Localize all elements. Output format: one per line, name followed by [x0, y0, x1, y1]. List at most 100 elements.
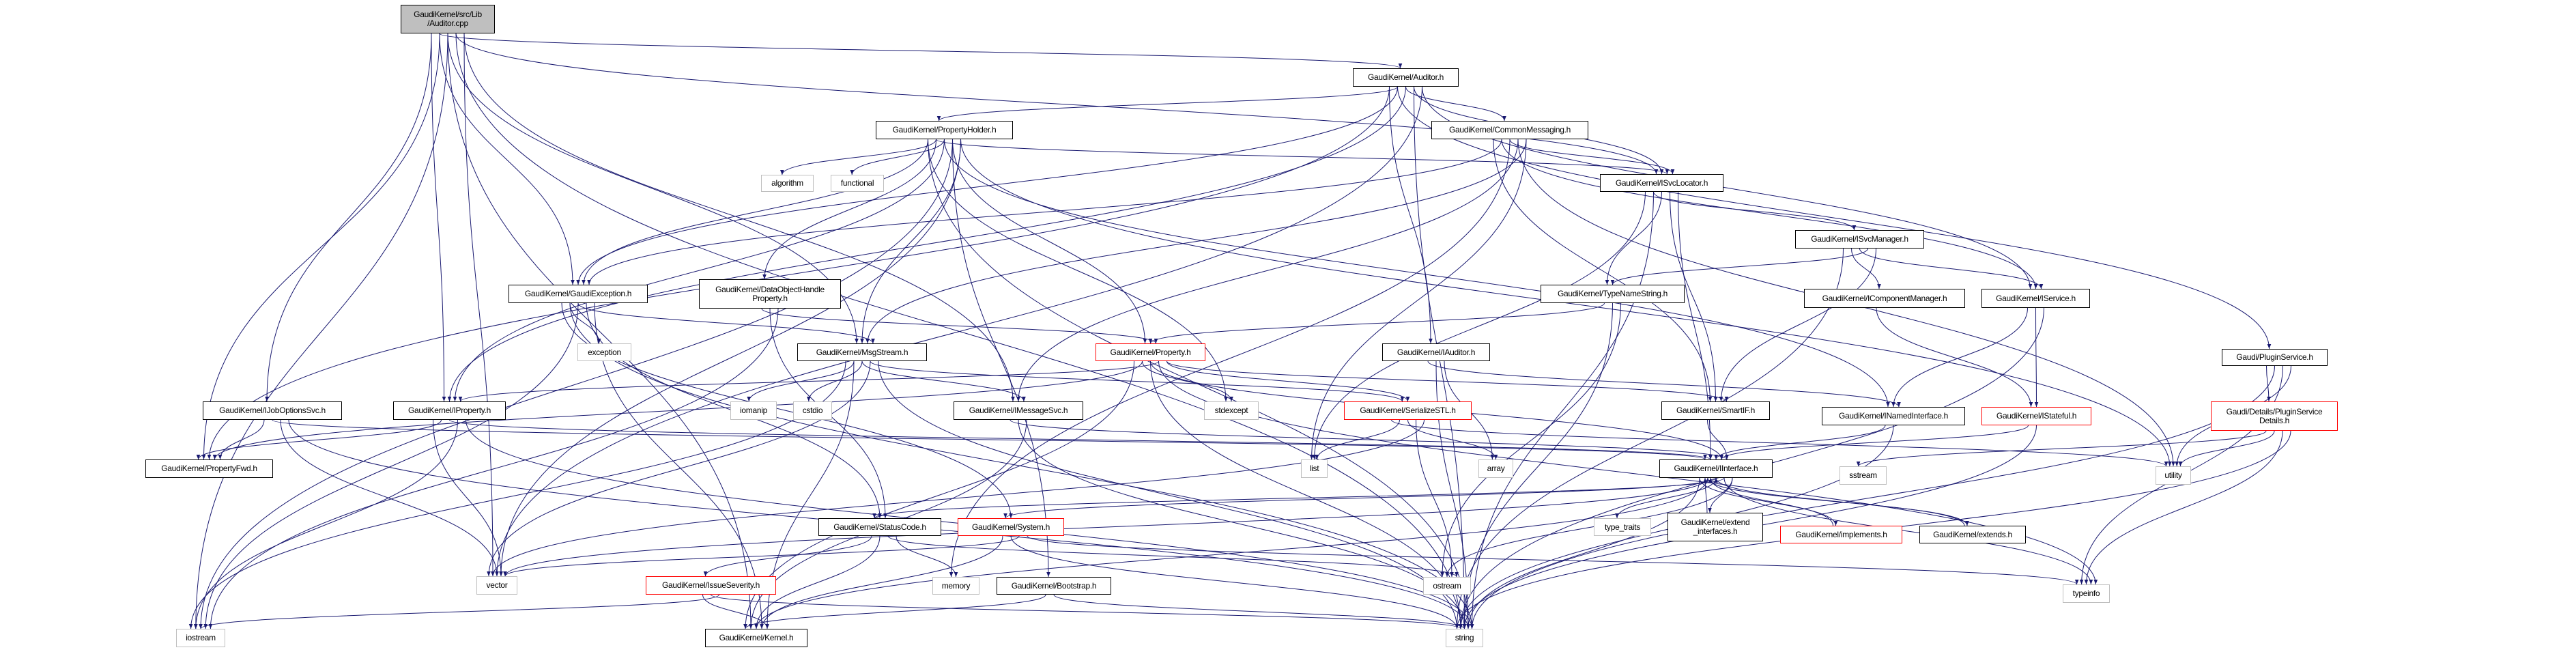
- edge-property-to-stdexcept: [1142, 360, 1233, 402]
- node-iostream[interactable]: iostream: [176, 629, 225, 647]
- node-iproperty[interactable]: GaudiKernel/IProperty.h: [393, 401, 506, 420]
- node-cstdio[interactable]: cstdio: [793, 401, 832, 420]
- edge-cpp-to-isvclocator: [455, 33, 1659, 175]
- node-serialize[interactable]: GaudiKernel/SerializeSTL.h: [1344, 401, 1472, 420]
- node-gaudiexc[interactable]: GaudiKernel/GaudiException.h: [509, 285, 648, 303]
- edge-property-to-iproperty: [458, 360, 1159, 402]
- edge-commonmsg-to-msgstream: [865, 139, 1527, 344]
- node-label: functional: [840, 178, 874, 188]
- node-iinterface[interactable]: GaudiKernel/IInterface.h: [1659, 459, 1773, 478]
- node-dohp[interactable]: GaudiKernel/DataObjectHandle Property.h: [699, 279, 841, 309]
- node-label: GaudiKernel/IProperty.h: [408, 406, 491, 415]
- node-msgstream[interactable]: GaudiKernel/MsgStream.h: [797, 343, 927, 361]
- node-isvclocator[interactable]: GaudiKernel/ISvcLocator.h: [1600, 174, 1723, 192]
- edge-iproperty-to-iinterface: [449, 419, 1713, 460]
- edge-msgstream-to-serialize: [870, 360, 1405, 402]
- node-memory[interactable]: memory: [932, 577, 979, 595]
- edge-msgstream-to-imsgsvc: [861, 360, 1026, 402]
- edge-auditor_h-to-iproperty: [447, 86, 1406, 402]
- node-cpp[interactable]: GaudiKernel/src/Lib /Auditor.cpp: [401, 5, 495, 33]
- node-pluginsvc[interactable]: Gaudi/PluginService.h: [2222, 349, 2328, 366]
- node-imsgsvc[interactable]: GaudiKernel/IMessageSvc.h: [954, 401, 1083, 420]
- edge-iproperty-to-vector: [433, 419, 503, 577]
- edge-ijobopt-to-iinterface: [272, 419, 1707, 460]
- node-stdexcept[interactable]: stdexcept: [1204, 401, 1259, 420]
- node-ostream[interactable]: ostream: [1423, 577, 1471, 595]
- edge-propholder-to-property: [952, 139, 1147, 344]
- node-smartif[interactable]: GaudiKernel/SmartIF.h: [1661, 401, 1770, 420]
- edge-isvcmanager-to-icompmgr: [1851, 248, 1881, 289]
- edge-bootstrap-to-kernel: [743, 594, 1046, 629]
- node-label: stdexcept: [1214, 406, 1248, 415]
- node-implements[interactable]: GaudiKernel/implements.h: [1780, 526, 1902, 543]
- edge-imsgsvc-to-iinterface: [1010, 419, 1729, 460]
- node-iauditor[interactable]: GaudiKernel/IAuditor.h: [1382, 343, 1490, 361]
- node-propholder[interactable]: GaudiKernel/PropertyHolder.h: [876, 121, 1013, 139]
- node-sstream[interactable]: sstream: [1840, 466, 1887, 485]
- node-label: sstream: [1849, 470, 1877, 480]
- node-label: GaudiKernel/IssueSeverity.h: [661, 580, 760, 590]
- edge-isvclocator-to-smartif: [1670, 191, 1718, 402]
- edge-iinterface-to-kernel: [754, 477, 1708, 629]
- edge-iinterface-to-typeinfo: [1723, 477, 2093, 585]
- edge-propholder-to-gaudiexc: [582, 139, 928, 285]
- edge-smartif-to-iinterface: [1707, 419, 1729, 460]
- node-exception[interactable]: exception: [577, 343, 631, 361]
- node-label: GaudiKernel/StatusCode.h: [833, 522, 926, 532]
- edge-commonmsg-to-list: [1309, 139, 1527, 460]
- node-statuscode[interactable]: GaudiKernel/StatusCode.h: [818, 518, 941, 536]
- edge-serialize-to-array: [1407, 419, 1498, 460]
- edge-iservice-to-istateful: [2034, 307, 2039, 408]
- node-label: GaudiKernel/Bootstrap.h: [1011, 580, 1097, 591]
- node-commonmsg[interactable]: GaudiKernel/CommonMessaging.h: [1431, 121, 1588, 139]
- node-extends[interactable]: GaudiKernel/extends.h: [1919, 526, 2026, 543]
- node-inamed[interactable]: GaudiKernel/INamedInterface.h: [1822, 407, 1965, 425]
- node-typetraits[interactable]: type_traits: [1594, 518, 1651, 536]
- edge-pluginsvc-to-psdetails: [2266, 365, 2271, 402]
- edge-iproperty-to-iostream: [194, 419, 458, 629]
- node-ijobopt[interactable]: GaudiKernel/IJobOptionsSvc.h: [203, 401, 342, 420]
- node-psdetails[interactable]: Gaudi/Details/PluginService Details.h: [2211, 401, 2338, 431]
- edge-typename-to-string: [1462, 302, 1613, 629]
- edge-cpp-to-string: [455, 33, 1463, 629]
- edge-msgstream-to-vector: [487, 360, 871, 577]
- edge-iinterface-to-string: [1466, 477, 1700, 629]
- node-array[interactable]: array: [1478, 459, 1513, 478]
- node-kernel[interactable]: GaudiKernel/Kernel.h: [705, 629, 807, 647]
- edge-system-to-kernel: [760, 535, 1003, 629]
- node-auditor-h[interactable]: GaudiKernel/Auditor.h: [1353, 68, 1459, 87]
- node-label: GaudiKernel/SmartIF.h: [1676, 406, 1756, 415]
- node-label: GaudiKernel/extends.h: [1933, 529, 2012, 539]
- node-functional[interactable]: functional: [831, 175, 884, 192]
- node-iservice[interactable]: GaudiKernel/IService.h: [1981, 289, 2090, 308]
- node-property[interactable]: GaudiKernel/Property.h: [1096, 343, 1205, 361]
- node-isvcmanager[interactable]: GaudiKernel/ISvcManager.h: [1795, 230, 1924, 249]
- edge-commonmsg-to-iservice: [1501, 139, 2038, 289]
- node-list[interactable]: list: [1301, 459, 1328, 478]
- node-extendif[interactable]: GaudiKernel/extend _interfaces.h: [1668, 513, 1763, 541]
- node-label: GaudiKernel/SerializeSTL.h: [1360, 406, 1456, 415]
- node-system[interactable]: GaudiKernel/System.h: [958, 518, 1064, 536]
- edge-msgstream-to-cstdio: [807, 360, 863, 402]
- node-label: list: [1309, 464, 1319, 473]
- node-istateful[interactable]: GaudiKernel/IStateful.h: [1981, 407, 2091, 425]
- node-bootstrap[interactable]: GaudiKernel/Bootstrap.h: [997, 577, 1111, 595]
- node-label: GaudiKernel/implements.h: [1795, 529, 1887, 539]
- node-typeinfo[interactable]: typeinfo: [2063, 584, 2110, 603]
- node-typename[interactable]: GaudiKernel/TypeNameString.h: [1541, 285, 1685, 303]
- node-propfwd[interactable]: GaudiKernel/PropertyFwd.h: [145, 459, 273, 478]
- edge-serialize-to-vector: [491, 419, 1425, 577]
- node-iomanip[interactable]: iomanip: [730, 401, 777, 420]
- edge-propholder-to-isvclocator: [936, 139, 1670, 175]
- node-issuesev[interactable]: GaudiKernel/IssueSeverity.h: [646, 576, 776, 595]
- node-vector[interactable]: vector: [476, 576, 517, 595]
- edge-iinterface-to-implements: [1699, 477, 1838, 526]
- node-icompmgr[interactable]: GaudiKernel/IComponentManager.h: [1804, 289, 1965, 308]
- node-label: utility: [2164, 470, 2182, 480]
- node-algorithm[interactable]: algorithm: [761, 175, 814, 192]
- edge-isvcmanager-to-smartif: [1719, 248, 1876, 402]
- edge-iinterface-to-vector: [503, 477, 1708, 577]
- node-utility[interactable]: utility: [2156, 466, 2191, 485]
- node-label: GaudiKernel/ISvcLocator.h: [1615, 178, 1708, 188]
- node-string[interactable]: string: [1446, 629, 1483, 647]
